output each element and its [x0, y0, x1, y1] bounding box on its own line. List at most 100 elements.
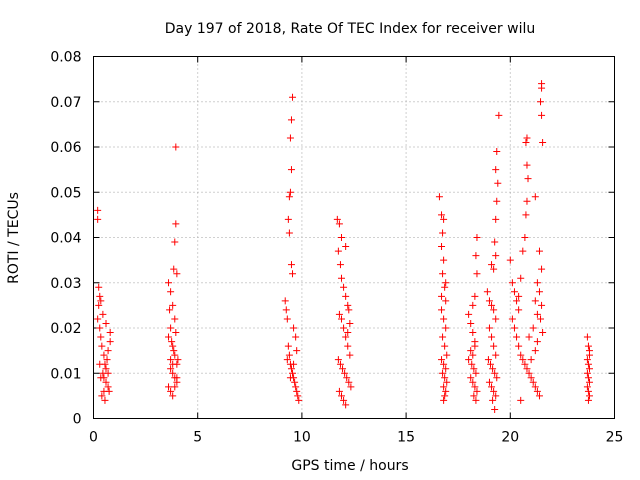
x-tick-label: 5 [193, 430, 202, 446]
data-point [439, 333, 447, 341]
data-point [438, 356, 446, 364]
data-point [522, 138, 530, 146]
data-point [471, 383, 479, 391]
data-point [515, 292, 523, 300]
data-point [585, 347, 593, 355]
data-point [513, 297, 521, 305]
data-point [489, 365, 497, 373]
data-point [492, 315, 500, 323]
data-point [533, 279, 541, 287]
data-point [441, 374, 449, 382]
data-point [529, 378, 537, 386]
data-point [508, 279, 516, 287]
data-point [167, 365, 175, 373]
data-point [494, 179, 502, 187]
data-point [490, 342, 498, 350]
x-axis-title: GPS time / hours [291, 458, 408, 474]
data-point [490, 265, 498, 273]
data-point [285, 229, 293, 237]
data-point [169, 301, 177, 309]
data-point [172, 220, 180, 228]
data-point [492, 351, 500, 359]
data-point [517, 396, 525, 404]
data-point [166, 306, 174, 314]
data-point [523, 134, 531, 142]
x-tick-label: 10 [293, 430, 311, 446]
data-point [287, 261, 295, 269]
y-axis-title: ROTI / TECUs [6, 192, 22, 284]
data-point [104, 383, 112, 391]
y-tick-label: 0.08 [50, 50, 81, 66]
x-tick-label: 20 [501, 430, 519, 446]
data-point [282, 306, 290, 314]
data-point [493, 374, 501, 382]
data-point [283, 315, 291, 323]
data-point [491, 405, 499, 413]
data-point [506, 256, 514, 264]
data-point [290, 324, 298, 332]
data-point [97, 297, 105, 305]
data-point [535, 288, 543, 296]
data-point [531, 347, 539, 355]
data-point [465, 310, 473, 318]
data-point [167, 356, 175, 364]
data-point [95, 283, 103, 291]
y-tick-label: 0.04 [50, 231, 81, 247]
data-point [171, 351, 179, 359]
data-point [344, 301, 352, 309]
data-point [524, 175, 532, 183]
data-point [344, 342, 352, 350]
data-point [167, 288, 175, 296]
data-point [469, 329, 477, 337]
data-point [94, 215, 102, 223]
data-point [342, 243, 350, 251]
data-point [487, 360, 495, 368]
data-point [336, 360, 344, 368]
data-point [491, 369, 499, 377]
data-point [527, 374, 535, 382]
data-point [170, 265, 178, 273]
data-point [103, 356, 111, 364]
x-tick-label: 25 [606, 430, 624, 446]
data-point [473, 234, 481, 241]
data-point [173, 270, 181, 278]
plot-frame [93, 56, 615, 419]
data-point [585, 392, 593, 400]
data-point [286, 134, 294, 142]
data-point [104, 347, 112, 355]
data-point [495, 111, 503, 119]
data-point [100, 387, 108, 395]
data-point [281, 297, 289, 305]
data-point [292, 383, 300, 391]
data-point [529, 324, 537, 332]
data-point [342, 401, 350, 409]
data-point [99, 310, 107, 318]
data-point [346, 319, 354, 327]
data-point [473, 270, 481, 278]
data-point [334, 356, 342, 364]
data-point [519, 356, 527, 364]
data-point [583, 383, 591, 391]
data-point [340, 283, 348, 291]
data-point [488, 383, 496, 391]
data-point [438, 211, 446, 219]
data-point [165, 333, 173, 341]
data-point [517, 351, 525, 359]
data-point [442, 279, 450, 287]
data-point [489, 396, 497, 404]
data-point [335, 220, 343, 228]
data-point [439, 270, 447, 278]
data-point [337, 315, 345, 323]
data-point [515, 342, 523, 350]
data-point [584, 374, 592, 382]
data-point [535, 392, 543, 400]
data-point [168, 338, 176, 346]
data-point [525, 369, 533, 377]
data-point [440, 315, 448, 323]
data-point [293, 347, 301, 355]
data-point [469, 301, 477, 309]
x-tick-label: 15 [397, 430, 415, 446]
data-point [488, 261, 496, 269]
data-point [531, 297, 539, 305]
